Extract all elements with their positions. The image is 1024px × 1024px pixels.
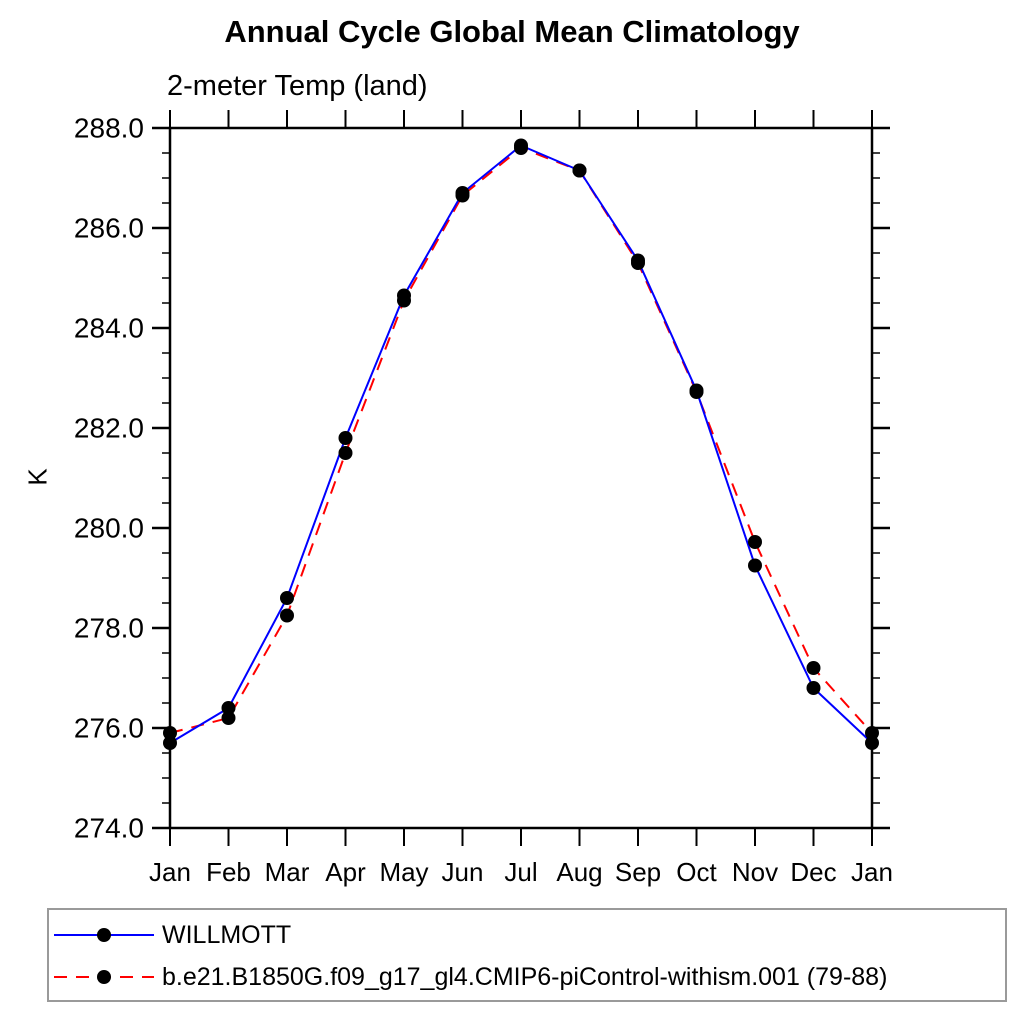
legend-sample-marker [97, 928, 111, 942]
x-tick-label: Feb [206, 857, 251, 887]
x-tick-label: Dec [790, 857, 836, 887]
axis-frame [168, 126, 874, 830]
legend-item-willmott: WILLMOTT [49, 914, 1005, 956]
x-tick-label: Jun [442, 857, 484, 887]
x-tick-label: Apr [325, 857, 366, 887]
data-point-marker [806, 681, 821, 695]
data-point-marker [514, 141, 528, 155]
series-line-1 [169, 146, 873, 734]
legend-sample-marker [97, 970, 111, 984]
y-tick-label: 286.0 [74, 213, 144, 244]
y-tick-label: 288.0 [74, 113, 144, 144]
legend-line-sample-willmott [54, 928, 154, 942]
data-point-marker [397, 293, 411, 308]
data-point-marker [689, 385, 704, 399]
data-point-marker [748, 535, 762, 549]
data-point-marker [163, 726, 177, 740]
x-tick-label: Aug [556, 857, 602, 887]
data-point-marker [280, 608, 294, 623]
chart-title: Annual Cycle Global Mean Climatology [224, 14, 800, 49]
y-tick-label: 282.0 [74, 413, 144, 444]
y-tick-label: 274.0 [74, 813, 144, 844]
x-tick-label: Jan [851, 857, 893, 887]
y-tick-label: 278.0 [74, 613, 144, 644]
data-point-marker [221, 701, 236, 715]
data-point-marker [163, 736, 177, 750]
series-markers-1 [163, 141, 879, 740]
legend-label-model: b.e21.B1850G.f09_g17_gl4.CMIP6-piControl… [162, 962, 888, 991]
series-markers-0 [163, 138, 879, 750]
legend-item-model: b.e21.B1850G.f09_g17_gl4.CMIP6-piControl… [49, 956, 1005, 998]
y-axis-ticks: 274.0 276.0 278.0 280.0 282.0 284.0 286.0 288.0 [74, 113, 890, 844]
data-point-marker [631, 256, 645, 270]
chart-subtitle: 2-meter Temp (land) [167, 70, 428, 102]
data-point-marker [221, 711, 236, 725]
x-tick-label: Sep [615, 857, 661, 887]
y-tick-label: 280.0 [74, 513, 144, 544]
data-point-marker [338, 446, 353, 460]
data-point-marker [338, 431, 353, 445]
data-point-marker [865, 726, 879, 740]
data-point-marker [455, 188, 470, 203]
data-point-marker [806, 661, 821, 675]
data-point-marker [572, 163, 587, 178]
legend-box: WILLMOTT b.e21.B1850G.f09_g17_gl4.CMIP6-… [47, 908, 1007, 1002]
y-tick-label: 284.0 [74, 313, 144, 344]
x-tick-label: Mar [265, 857, 310, 887]
x-tick-label: May [379, 857, 428, 887]
x-axis-ticks: Jan Feb Mar Apr May Jun Jul Aug Sep Oct Nov Dec Jan [149, 110, 893, 887]
data-point-marker [865, 736, 879, 750]
y-tick-label: 276.0 [74, 713, 144, 744]
series-line-0 [169, 144, 873, 744]
legend-label-willmott: WILLMOTT [162, 920, 292, 949]
x-tick-label: Nov [732, 857, 778, 887]
data-point-marker [280, 591, 294, 605]
data-point-marker [748, 558, 762, 573]
legend-line-sample-model [54, 970, 154, 984]
x-tick-label: Jan [149, 857, 191, 887]
x-tick-label: Oct [676, 857, 717, 887]
x-tick-label: Jul [504, 857, 537, 887]
